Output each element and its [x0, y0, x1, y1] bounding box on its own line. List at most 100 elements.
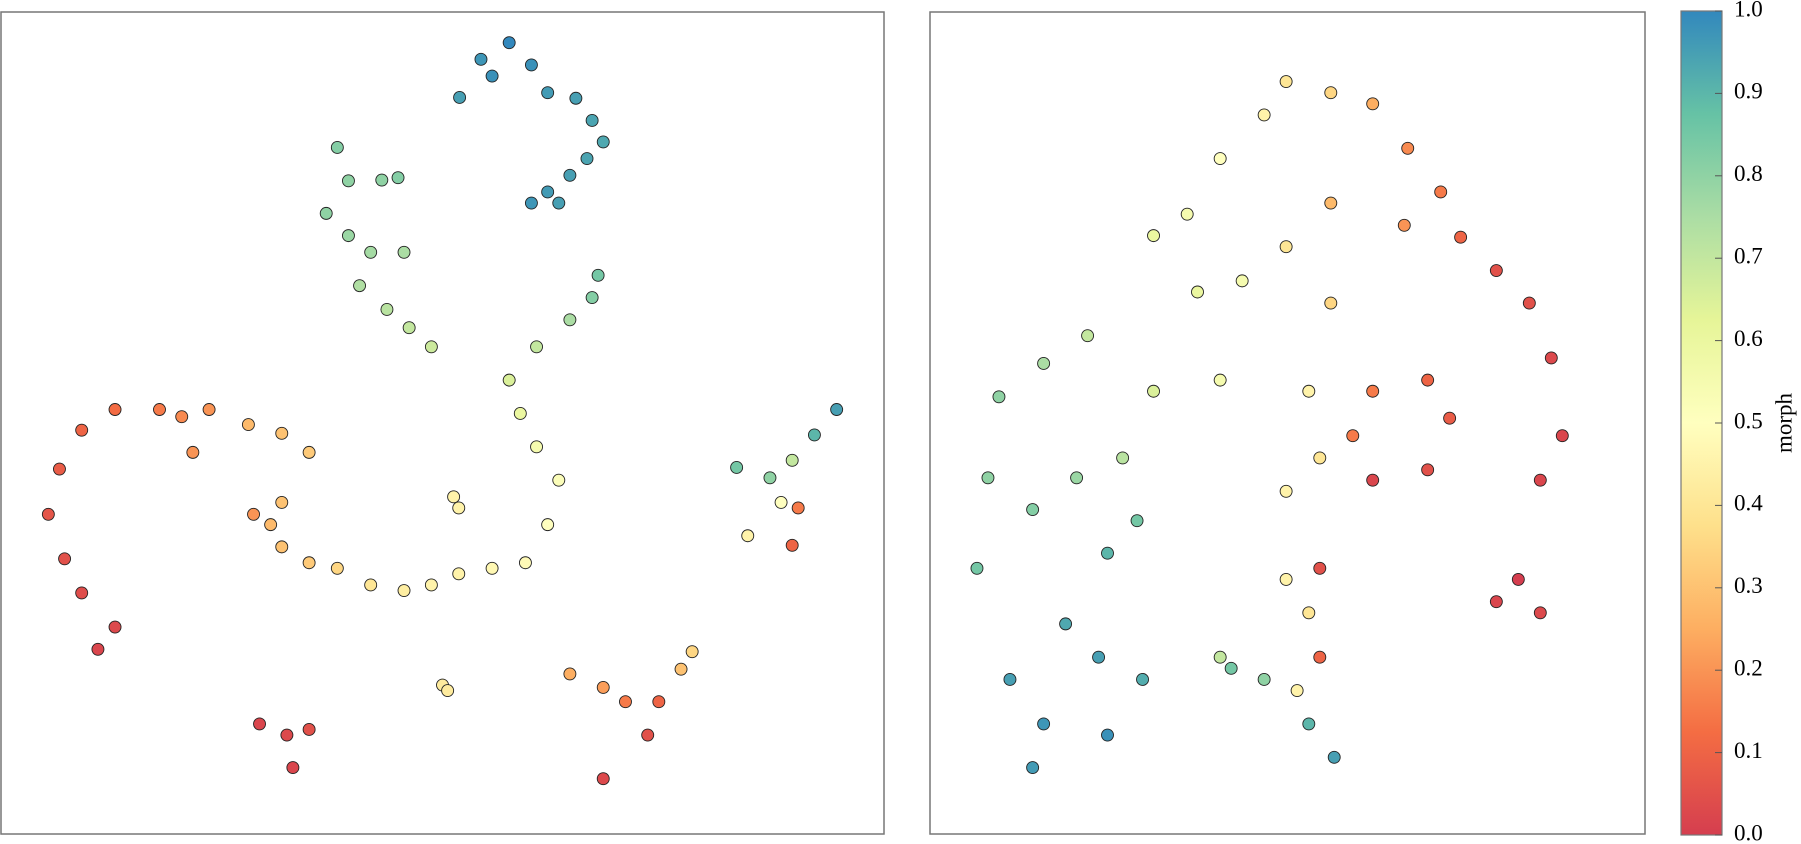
point [452, 501, 466, 515]
point [75, 423, 89, 437]
point [424, 578, 438, 592]
point [563, 313, 577, 327]
point [397, 245, 411, 259]
point [785, 453, 799, 467]
point [830, 403, 844, 416]
point [153, 403, 166, 416]
point [330, 141, 344, 154]
point [108, 620, 122, 634]
point [552, 473, 566, 487]
point [1213, 373, 1227, 387]
plot-frame [0, 11, 885, 835]
point [364, 578, 378, 592]
point [1257, 673, 1271, 686]
point [280, 728, 294, 742]
point [247, 507, 260, 521]
point [1324, 196, 1338, 210]
colorbar-tick-label: 0.3 [1734, 573, 1763, 598]
point [364, 245, 378, 259]
point [569, 91, 583, 105]
point [1224, 661, 1238, 675]
point [253, 717, 266, 731]
point [652, 695, 666, 709]
colorbar-tick-label: 0.7 [1734, 243, 1763, 268]
point [485, 561, 499, 575]
point [1026, 761, 1040, 775]
point [970, 561, 984, 575]
point [541, 518, 555, 532]
point [1037, 717, 1051, 731]
point [763, 471, 777, 485]
point [175, 410, 189, 424]
point [91, 642, 105, 656]
point [1279, 75, 1293, 89]
point [186, 445, 200, 459]
point [1327, 750, 1341, 764]
point [1081, 329, 1095, 343]
point [785, 538, 799, 552]
point [1147, 384, 1160, 398]
point [1533, 473, 1547, 487]
point [275, 540, 289, 554]
plot-frame [929, 11, 1646, 835]
point [241, 418, 255, 432]
point [264, 518, 278, 532]
colorbar-tick-label: 0.8 [1734, 161, 1763, 186]
point [485, 69, 499, 83]
point [1533, 606, 1547, 620]
colorbar-tick-label: 0.1 [1734, 738, 1763, 763]
point [302, 445, 316, 459]
point [1366, 97, 1380, 111]
point [585, 114, 599, 127]
colorbar-tick-label: 1.0 [1734, 0, 1763, 21]
point [441, 684, 455, 698]
point [1434, 185, 1448, 199]
point [397, 584, 411, 597]
point [353, 279, 367, 293]
point [319, 206, 333, 220]
point [1443, 411, 1457, 425]
point [275, 426, 289, 440]
point [302, 723, 316, 736]
colorbar-tick-label: 0.2 [1734, 655, 1763, 680]
point [791, 501, 805, 515]
point [424, 340, 438, 354]
point [1313, 561, 1327, 575]
point [1257, 108, 1271, 122]
point [452, 567, 466, 581]
point [596, 772, 610, 786]
point [1401, 141, 1415, 155]
point [1279, 572, 1293, 586]
point [1544, 351, 1558, 365]
point [774, 495, 788, 509]
point [619, 695, 632, 709]
point [1421, 463, 1435, 477]
point [502, 373, 516, 387]
point [1191, 285, 1204, 299]
colorbar-tick-label: 0.4 [1734, 491, 1763, 516]
point [1235, 274, 1249, 288]
point [685, 645, 699, 659]
point [108, 403, 122, 416]
point [541, 185, 555, 199]
point [741, 529, 755, 543]
point [1101, 546, 1114, 560]
point [552, 196, 566, 210]
point [1279, 240, 1293, 254]
point [375, 173, 389, 187]
point [981, 471, 995, 485]
point [563, 667, 577, 681]
point [1489, 595, 1503, 609]
point [447, 490, 461, 504]
point [1522, 296, 1536, 310]
point [1302, 606, 1316, 620]
colorbar-tick-label: 0.0 [1734, 820, 1763, 844]
point [286, 761, 300, 775]
point [1213, 152, 1227, 166]
point [1366, 384, 1380, 398]
colorbar-tick-label: 0.6 [1734, 326, 1763, 351]
point [1324, 296, 1338, 310]
point [302, 556, 316, 570]
point [1101, 728, 1114, 742]
